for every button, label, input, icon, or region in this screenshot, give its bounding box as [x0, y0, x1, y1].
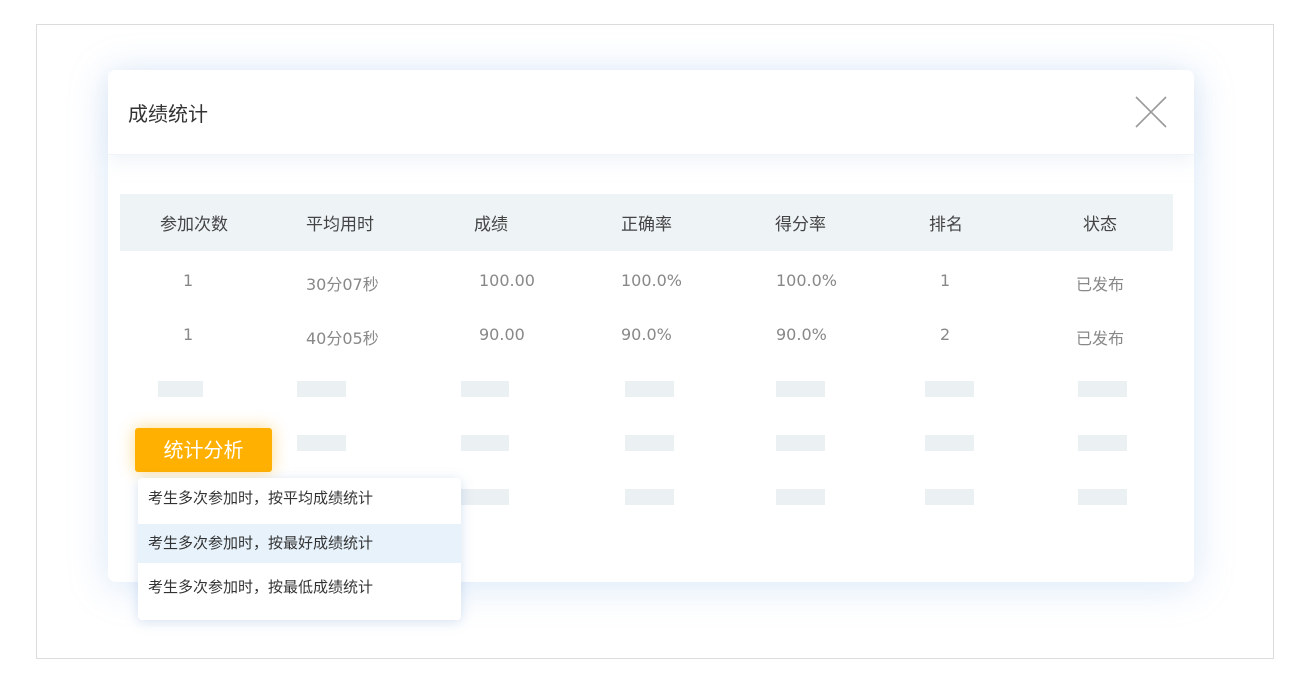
dialog-header: 成绩统计 [108, 70, 1194, 155]
placeholder-bar [297, 435, 346, 451]
table-header [120, 194, 1173, 251]
placeholder-bar [625, 381, 674, 397]
placeholder-bar [1078, 381, 1127, 397]
header-score: 成绩 [474, 215, 508, 235]
cell-rank: 1 [940, 271, 951, 290]
cell-avg-time: 40分05秒 [306, 329, 379, 348]
statistics-analysis-button[interactable]: 统计分析 [135, 428, 272, 472]
menu-item-average-score[interactable]: 考生多次参加时，按平均成绩统计 [148, 489, 374, 507]
cell-avg-time: 30分07秒 [306, 275, 379, 294]
cell-status: 已发布 [1076, 275, 1125, 294]
placeholder-bar [625, 489, 674, 505]
header-accuracy: 正确率 [621, 215, 672, 235]
close-icon[interactable] [1135, 96, 1167, 128]
placeholder-bar [158, 381, 203, 397]
dialog-title: 成绩统计 [128, 102, 208, 126]
canvas-frame [36, 24, 1274, 659]
placeholder-bar [925, 435, 974, 451]
placeholder-bar [925, 489, 974, 505]
header-attempts: 参加次数 [160, 215, 228, 235]
cell-score: 90.00 [479, 325, 525, 344]
header-status: 状态 [1083, 215, 1117, 235]
cell-status: 已发布 [1076, 329, 1125, 348]
header-score-rate: 得分率 [775, 215, 826, 235]
cell-attempts: 1 [183, 325, 194, 344]
header-avg-time: 平均用时 [306, 215, 374, 235]
cell-score-rate: 90.0% [776, 325, 827, 344]
header-rank: 排名 [929, 215, 963, 235]
cell-rank: 2 [940, 325, 951, 344]
cell-score-rate: 100.0% [776, 271, 838, 290]
placeholder-bar [925, 381, 974, 397]
placeholder-bar [461, 435, 509, 451]
placeholder-bar [776, 435, 825, 451]
cell-attempts: 1 [183, 271, 194, 290]
placeholder-bar [1078, 435, 1127, 451]
placeholder-bar [625, 435, 674, 451]
cell-accuracy: 90.0% [621, 325, 672, 344]
placeholder-bar [776, 381, 825, 397]
menu-item-best-score[interactable]: 考生多次参加时，按最好成绩统计 [138, 524, 461, 563]
placeholder-bar [461, 381, 509, 397]
cell-accuracy: 100.0% [621, 271, 683, 290]
placeholder-bar [461, 489, 509, 505]
cell-score: 100.00 [479, 271, 535, 290]
placeholder-bar [297, 381, 346, 397]
placeholder-bar [776, 489, 825, 505]
analysis-dropdown-menu: 考生多次参加时，按平均成绩统计 考生多次参加时，按最好成绩统计 考生多次参加时，… [138, 478, 461, 620]
placeholder-bar [1078, 489, 1127, 505]
menu-item-lowest-score[interactable]: 考生多次参加时，按最低成绩统计 [148, 578, 374, 596]
